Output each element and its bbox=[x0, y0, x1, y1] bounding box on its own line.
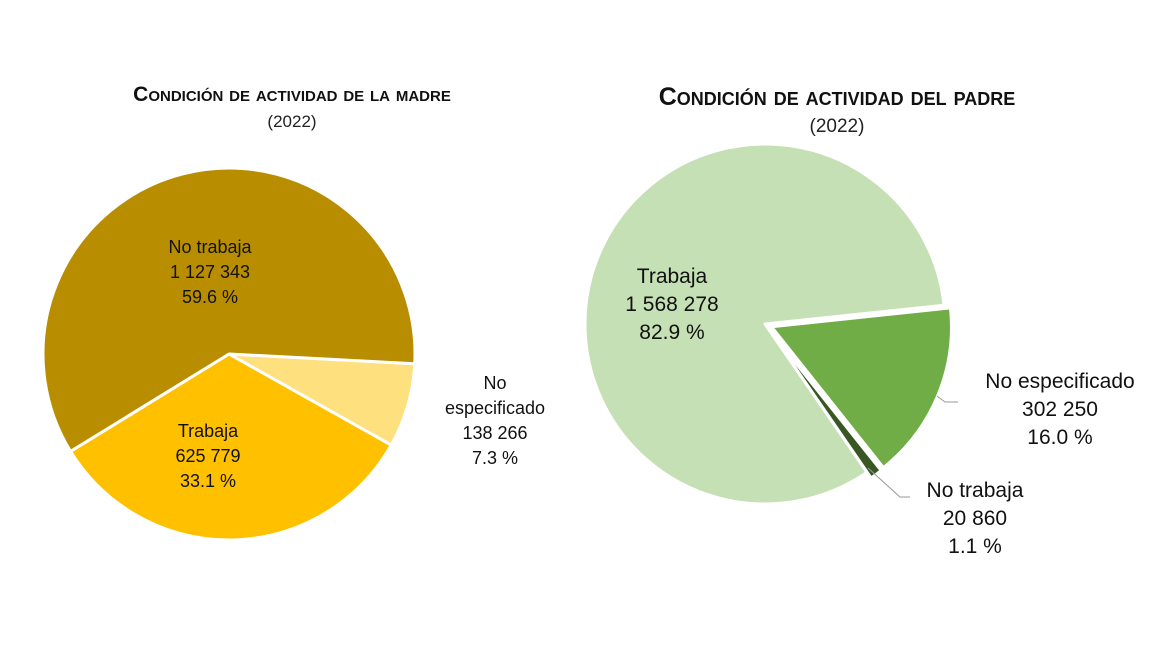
slice-label: especificado bbox=[445, 398, 545, 418]
slice-percent: 1.1 % bbox=[948, 535, 1002, 558]
slice-label: Trabaja bbox=[178, 421, 239, 441]
pie-slice-madre-trabaja bbox=[69, 352, 393, 542]
leader-line bbox=[867, 467, 910, 498]
chart-subtitle-padre: (2022) bbox=[810, 116, 865, 137]
pie-slice-padre-no-trabaja bbox=[767, 328, 883, 480]
slice-percent: 16.0 % bbox=[1027, 426, 1092, 449]
slice-label: No bbox=[483, 373, 506, 393]
slice-value: 138 266 bbox=[462, 423, 527, 443]
slice-percent: 59.6 % bbox=[182, 287, 238, 307]
chart-title-madre: Condición de actividad de la madre bbox=[133, 83, 451, 106]
chart-subtitle-madre: (2022) bbox=[267, 112, 316, 131]
slice-label: No trabaja bbox=[927, 479, 1024, 502]
slice-value: 302 250 bbox=[1022, 398, 1098, 421]
pie-slice-madre-no-trabaja bbox=[41, 166, 417, 453]
slice-percent: 33.1 % bbox=[180, 471, 236, 491]
chart-title-padre: Condición de actividad del padre bbox=[659, 83, 1016, 111]
slice-value: 625 779 bbox=[175, 446, 240, 466]
slice-value: 1 568 278 bbox=[625, 293, 718, 316]
slice-percent: 7.3 % bbox=[472, 448, 518, 468]
slice-value: 20 860 bbox=[943, 507, 1007, 530]
slice-percent: 82.9 % bbox=[639, 321, 704, 344]
slice-label: No especificado bbox=[985, 370, 1134, 393]
slice-label: Trabaja bbox=[637, 265, 708, 288]
slice-value: 1 127 343 bbox=[170, 262, 250, 282]
pie-slice-padre-trabaja bbox=[583, 142, 946, 506]
leader-line bbox=[936, 395, 958, 403]
slice-label: No trabaja bbox=[168, 237, 252, 257]
